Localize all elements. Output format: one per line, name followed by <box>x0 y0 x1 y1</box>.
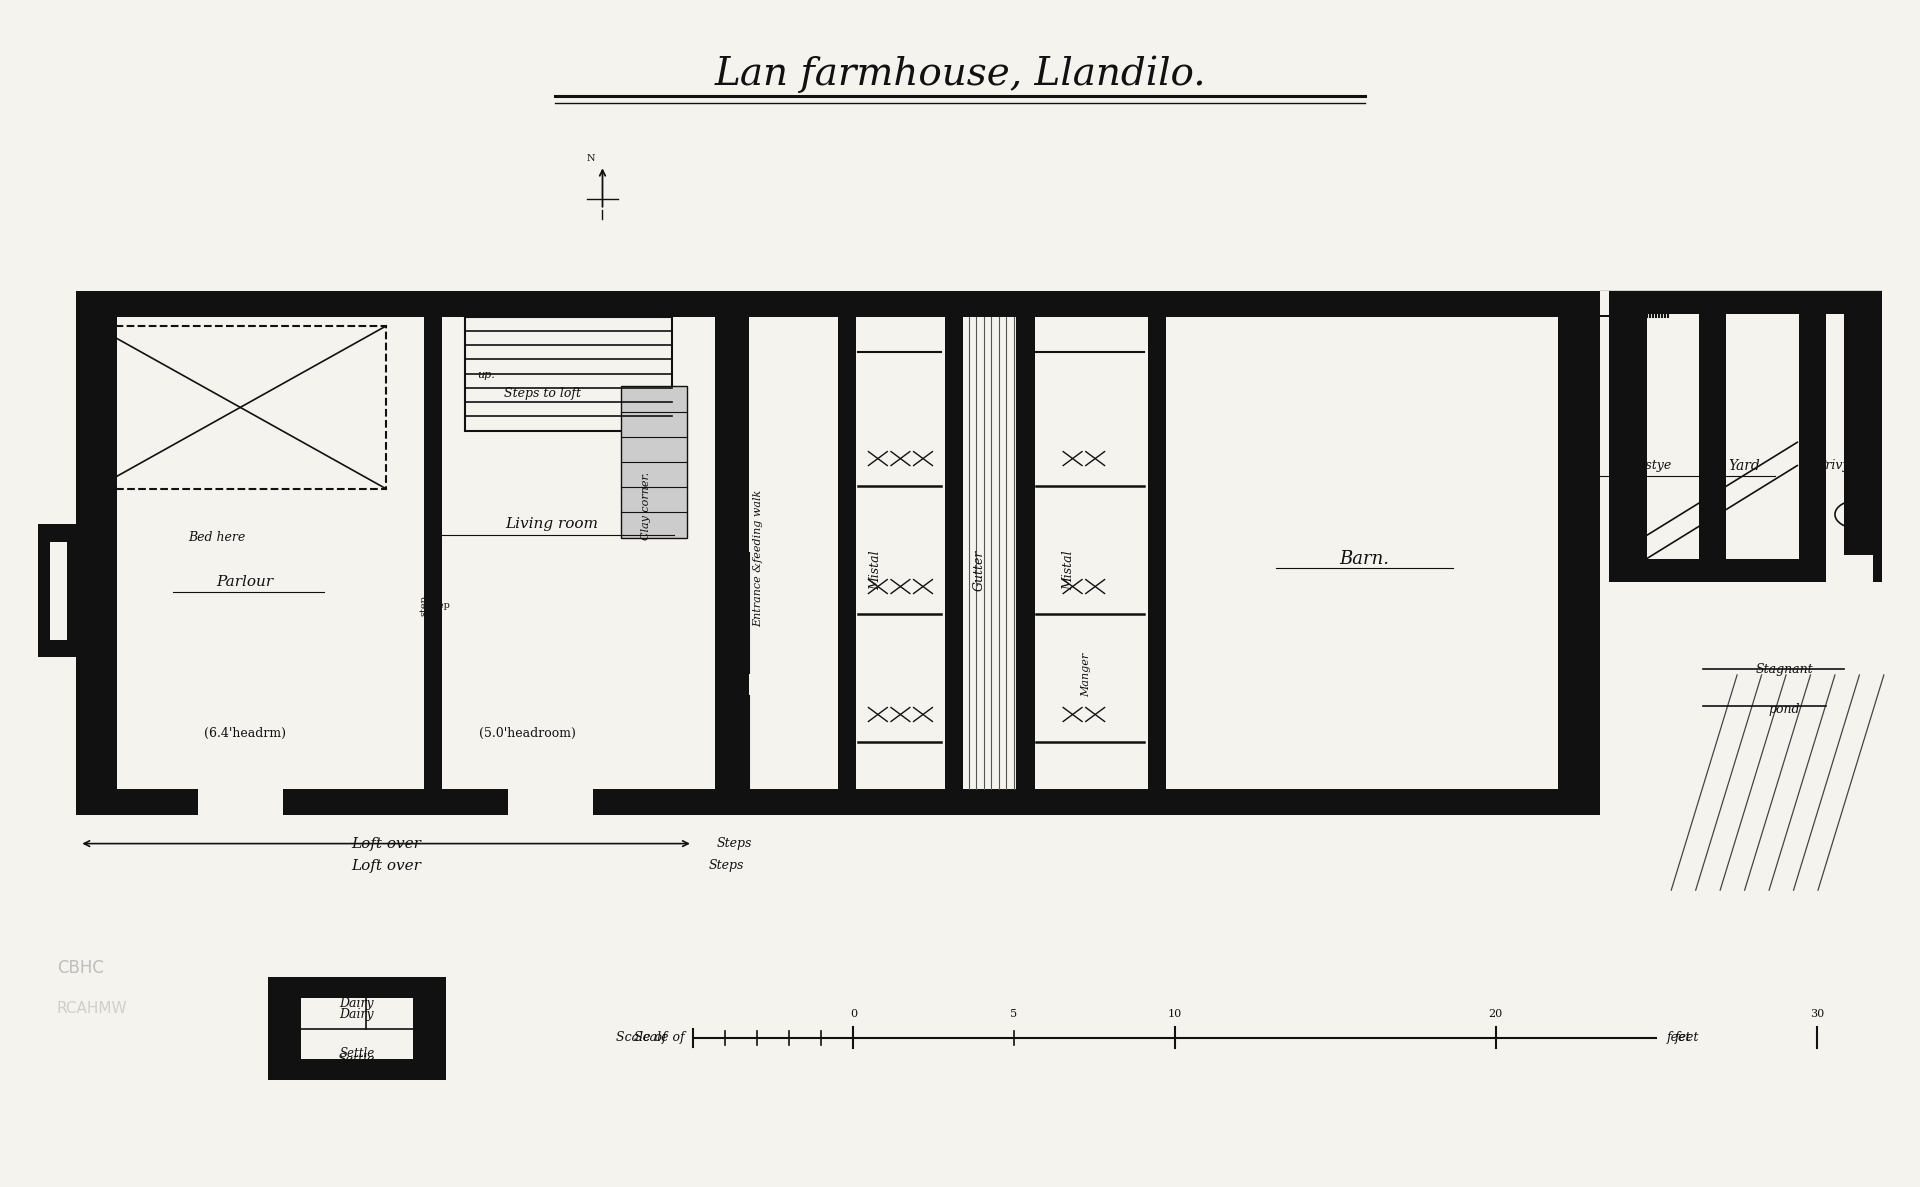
Bar <box>301 998 413 1059</box>
Bar <box>945 317 964 789</box>
Bar <box>1647 315 1845 559</box>
Text: Dairy: Dairy <box>338 1008 372 1021</box>
Text: Bed here: Bed here <box>188 531 246 544</box>
Text: 20: 20 <box>1488 1009 1503 1020</box>
Text: feet: feet <box>1667 1032 1692 1045</box>
Text: 5: 5 <box>1010 1009 1018 1020</box>
Text: Scale of: Scale of <box>616 1032 666 1045</box>
Text: Lan farmhouse, Llandilo.: Lan farmhouse, Llandilo. <box>714 56 1206 94</box>
Text: Privy: Privy <box>1816 459 1849 472</box>
Bar <box>1148 317 1165 789</box>
Text: (5.0'headroom): (5.0'headroom) <box>478 726 576 740</box>
Text: feet: feet <box>1674 1032 1699 1045</box>
Text: (6.4'headrm): (6.4'headrm) <box>204 726 286 740</box>
Bar <box>1559 291 1882 317</box>
Text: Dairy: Dairy <box>340 997 374 1010</box>
Bar <box>50 541 67 640</box>
Text: Manger: Manger <box>1081 653 1091 697</box>
Text: Yard: Yard <box>1728 458 1761 472</box>
Text: CBHC: CBHC <box>58 959 104 977</box>
Text: Steps: Steps <box>708 858 745 871</box>
Bar <box>837 317 856 789</box>
Text: step: step <box>430 601 451 610</box>
Text: Clay corner.: Clay corner. <box>641 472 651 540</box>
Bar <box>1609 291 1882 582</box>
Bar <box>38 523 79 658</box>
Text: step: step <box>419 595 428 616</box>
Text: pond: pond <box>1768 704 1799 716</box>
Bar <box>117 317 1559 789</box>
Text: Living room: Living room <box>505 516 599 531</box>
Bar <box>75 291 1599 814</box>
Bar <box>716 291 749 814</box>
Bar <box>622 387 687 538</box>
Bar <box>1799 303 1826 559</box>
Text: Entrance &feeding walk: Entrance &feeding walk <box>755 490 764 627</box>
Text: Steps: Steps <box>716 837 753 850</box>
Bar <box>267 977 445 1080</box>
Text: Settle: Settle <box>338 1054 374 1066</box>
Text: Gutter: Gutter <box>972 550 985 591</box>
Bar <box>1826 556 1872 583</box>
Text: up.: up. <box>476 370 495 380</box>
Text: 30: 30 <box>1811 1009 1824 1020</box>
Text: Stagnant: Stagnant <box>1755 662 1812 675</box>
Bar <box>465 317 672 431</box>
Text: Pig stye: Pig stye <box>1622 459 1672 472</box>
Text: Steps to loft: Steps to loft <box>503 387 580 400</box>
Text: Scale of: Scale of <box>634 1032 684 1045</box>
Bar <box>94 326 386 489</box>
Bar <box>509 786 593 817</box>
Text: Mistal: Mistal <box>870 551 881 590</box>
Bar <box>198 786 282 817</box>
Bar <box>424 304 442 789</box>
Text: RCAHMW: RCAHMW <box>58 1002 127 1016</box>
Text: Loft over: Loft over <box>351 858 420 872</box>
Bar <box>1016 317 1035 789</box>
Text: Parlour: Parlour <box>217 575 273 589</box>
Text: Loft over: Loft over <box>351 837 420 851</box>
Bar <box>1599 291 1609 316</box>
Text: Mistal: Mistal <box>1062 551 1075 590</box>
Text: Barn.: Barn. <box>1340 550 1390 567</box>
Text: 10: 10 <box>1167 1009 1181 1020</box>
Text: N: N <box>588 154 595 163</box>
Text: 0: 0 <box>851 1009 856 1020</box>
Text: Settle: Settle <box>340 1047 374 1060</box>
Bar <box>1699 303 1726 559</box>
